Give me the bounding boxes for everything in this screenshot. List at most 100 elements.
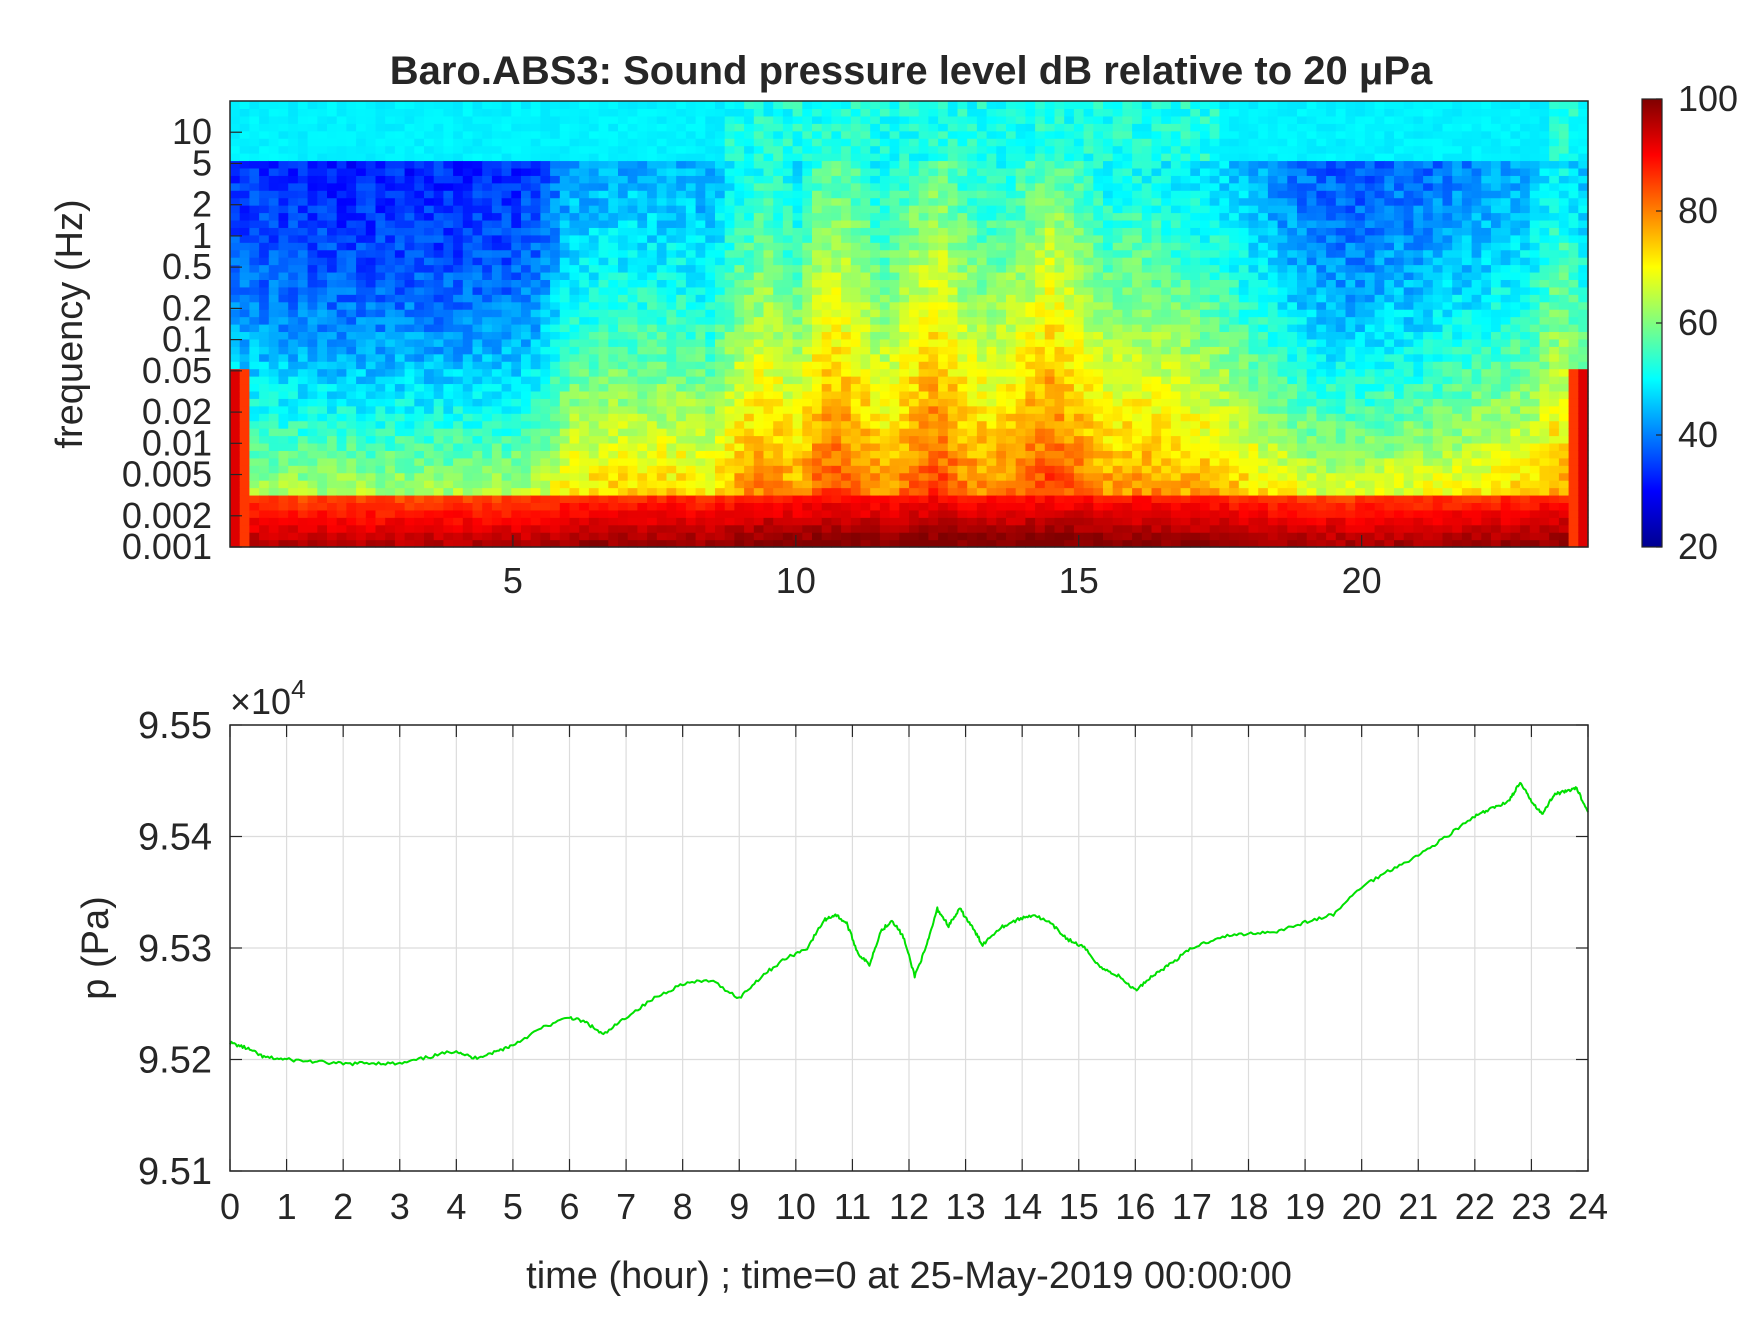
spectrogram-cell: [375, 167, 386, 176]
spectrogram-cell: [879, 487, 891, 496]
spectrogram-cell: [850, 153, 862, 162]
spectrogram-cell: [656, 324, 668, 333]
spectrogram-cell: [404, 167, 415, 176]
spectrogram-cell: [346, 205, 357, 214]
spectrogram-cell: [501, 279, 512, 288]
spectrogram-cell: [462, 524, 474, 533]
spectrogram-cell: [744, 383, 755, 392]
spectrogram-cell: [1025, 368, 1036, 377]
spectrogram-cell: [579, 108, 590, 117]
spectrogram-cell: [1015, 465, 1026, 474]
spectrogram-cell: [938, 167, 949, 176]
spectrogram-cell: [618, 509, 629, 518]
spectrogram-cell: [773, 368, 784, 377]
spectrogram-cell: [792, 175, 803, 184]
spectrogram-cell: [899, 197, 910, 206]
spectrogram-cell: [1015, 509, 1026, 518]
spectrogram-cell: [501, 428, 512, 437]
spectrogram-cell: [763, 182, 774, 191]
spectrogram-cell: [491, 271, 503, 280]
spectrogram-cell: [909, 390, 920, 399]
spectrogram-cell: [414, 413, 425, 422]
spectrogram-cell: [375, 457, 386, 466]
spectrogram-cell: [443, 212, 454, 221]
spectrogram-cell: [230, 145, 241, 154]
spectrogram-cell: [879, 242, 891, 251]
spectrogram-cell: [268, 331, 280, 340]
spectrogram-cell: [967, 532, 978, 541]
spectrogram-cell: [782, 271, 794, 280]
spectrogram-cell: [782, 457, 794, 466]
spectrogram-cell: [666, 376, 677, 385]
spectrogram-cell: [385, 227, 396, 236]
spectrogram-cell: [656, 101, 668, 110]
spectrogram-cell: [637, 450, 648, 459]
spectrogram-cell: [268, 413, 280, 422]
spectrogram-cell: [385, 101, 396, 110]
spectrogram-cell: [647, 494, 658, 503]
spectrogram-cell: [327, 249, 338, 258]
spectrogram-cell: [996, 324, 1007, 333]
spectrogram-cell: [724, 234, 735, 243]
spectrogram-cell: [860, 502, 871, 511]
spectrogram-cell: [414, 101, 425, 110]
spectrogram-cell: [559, 145, 571, 154]
spectrogram-cell: [792, 279, 803, 288]
spectrogram-cell: [404, 413, 415, 422]
spectrogram-cell: [540, 153, 551, 162]
spectrogram-cell: [453, 108, 464, 117]
spectrogram-cell: [511, 301, 522, 310]
spectrogram-cell: [637, 324, 648, 333]
spectrogram-cell: [860, 219, 871, 228]
spectrogram-cell: [482, 532, 493, 541]
spectrogram-cell: [336, 517, 347, 526]
spectrogram-cell: [249, 346, 260, 355]
spectrogram-cell: [230, 316, 241, 325]
spectrogram-cell: [831, 413, 842, 422]
spectrogram-cell: [647, 539, 658, 548]
spectrogram-cell: [821, 249, 832, 258]
spectrogram-cell: [356, 264, 367, 273]
spectrogram-cell: [297, 286, 309, 295]
spectrogram-cell: [375, 286, 386, 295]
spectrogram-cell: [588, 442, 600, 451]
spectrogram-cell: [782, 167, 794, 176]
spectrogram-cell: [259, 294, 270, 303]
spectrogram-cell: [336, 353, 347, 362]
spectrogram-cell: [996, 175, 1007, 184]
spectrogram-cell: [424, 376, 435, 385]
spectrogram-cell: [511, 532, 522, 541]
spectrogram-cell: [889, 175, 900, 184]
spectrogram-cell: [666, 524, 677, 533]
spectrogram-cell: [618, 539, 629, 548]
spectrogram-cell: [385, 405, 396, 414]
spectrogram-cell: [1025, 219, 1036, 228]
spectrogram-cell: [918, 279, 929, 288]
spectrogram-cell: [909, 309, 920, 318]
spectrogram-cell: [230, 517, 241, 526]
spectrogram-cell: [375, 138, 386, 147]
spectrogram-cell: [443, 502, 454, 511]
spectrogram-cell: [724, 123, 735, 132]
spectrogram-cell: [511, 376, 522, 385]
spectrogram-cell: [375, 450, 386, 459]
spectrogram-cell: [928, 264, 939, 273]
spectrogram-cell: [976, 316, 988, 325]
spectrogram-cell: [356, 472, 367, 481]
spectrogram-cell: [938, 524, 949, 533]
spectrogram-cell: [715, 368, 726, 377]
spectrogram-cell: [705, 353, 716, 362]
spectrogram-cell: [598, 442, 609, 451]
spectrogram-cell: [821, 450, 832, 459]
spectrogram-cell: [530, 286, 541, 295]
spectrogram-cell: [394, 271, 406, 280]
spectrogram-cell: [550, 457, 561, 466]
spectrogram-cell: [598, 331, 609, 340]
spectrogram-cell: [967, 123, 978, 132]
spectrogram-cell: [579, 413, 590, 422]
spectrogram-cell: [317, 405, 328, 414]
spectrogram-cell: [773, 383, 784, 392]
spectrogram-cell: [385, 242, 396, 251]
spectrogram-cell: [724, 457, 735, 466]
spectrogram-cell: [588, 249, 600, 258]
